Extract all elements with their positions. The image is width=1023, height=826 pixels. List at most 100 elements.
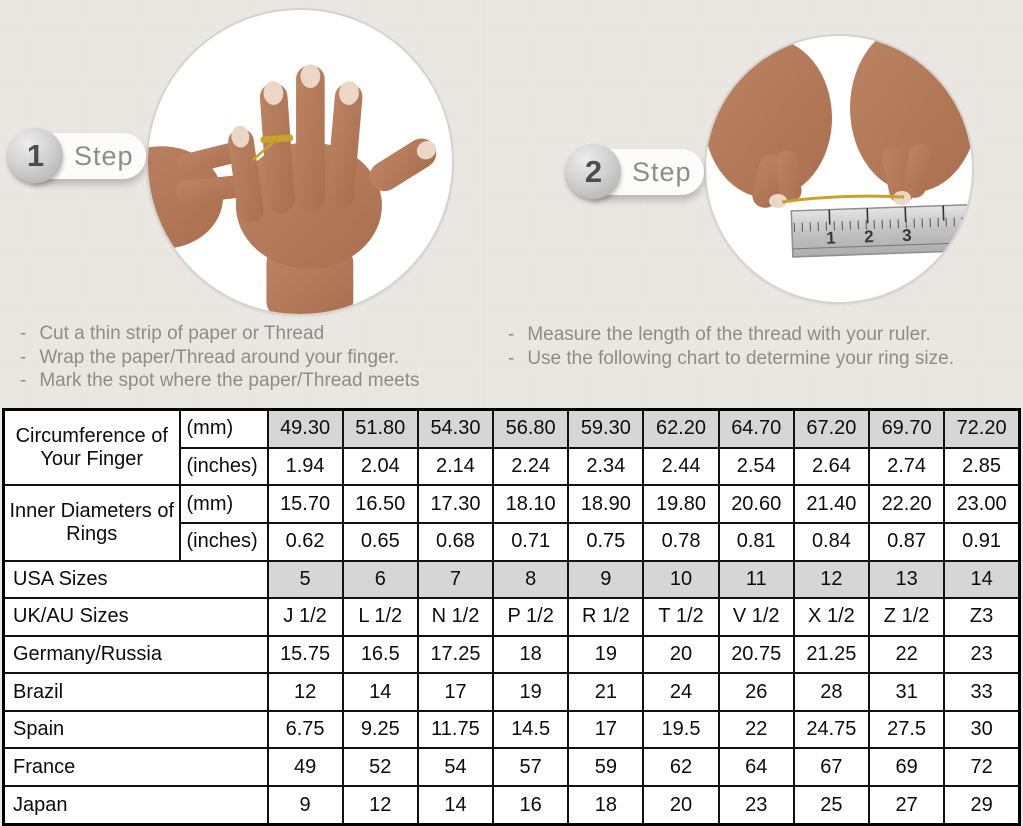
value-cell: 54 bbox=[416, 747, 495, 788]
value-cell: 12 bbox=[266, 672, 344, 712]
value-cell: 0.91 bbox=[943, 521, 1021, 562]
value-cell: 26 bbox=[717, 672, 795, 712]
table-row: Japan 9 12 14 16 18 20 23 25 27 29 bbox=[2, 785, 1021, 826]
value-cell: 2.34 bbox=[567, 446, 645, 487]
value-cell: 67.20 bbox=[792, 408, 871, 449]
value-cell: 23 bbox=[943, 634, 1021, 675]
value-cell: 51.80 bbox=[341, 408, 419, 449]
value-cell: 5 bbox=[266, 559, 344, 600]
ruler-number: 2 bbox=[864, 227, 874, 246]
value-cell: 23 bbox=[717, 785, 795, 826]
row-label-cell: USA Sizes bbox=[2, 559, 269, 600]
row-label-cell: Spain bbox=[2, 709, 269, 750]
value-cell: 12 bbox=[792, 559, 871, 600]
value-cell: 30 bbox=[943, 709, 1021, 750]
value-cell: 18 bbox=[492, 634, 570, 675]
value-cell: N 1/2 bbox=[416, 597, 495, 637]
value-cell: 19.5 bbox=[642, 709, 720, 750]
table-row: Inner Diameters of Rings (mm) 15.70 16.50 17… bbox=[2, 484, 1021, 562]
value-cell: 24.75 bbox=[792, 709, 871, 750]
row-label-cell: Brazil bbox=[2, 672, 269, 712]
value-cell: 0.81 bbox=[717, 521, 795, 562]
value-cell: 0.84 bbox=[792, 521, 871, 562]
value-cell: 10 bbox=[642, 559, 720, 600]
value-cell: 0.75 bbox=[567, 521, 645, 562]
dash-bullet: - bbox=[20, 370, 27, 391]
value-cell: 15.75 bbox=[266, 634, 344, 675]
instruction-item: - Measure the length of the thread with y… bbox=[508, 323, 1018, 347]
value-cell: 0.65 bbox=[341, 521, 419, 562]
value-cell: 2.24 bbox=[492, 446, 570, 487]
value-cell: 72.20 bbox=[943, 408, 1021, 449]
unit-cell: (inches) bbox=[178, 521, 269, 562]
value-cell: 21 bbox=[567, 672, 645, 712]
value-cell: X 1/2 bbox=[792, 597, 871, 637]
value-cell: 52 bbox=[341, 747, 419, 788]
right-hand bbox=[850, 36, 972, 205]
value-cell: 17.25 bbox=[416, 634, 495, 675]
step1-badge: Step 1 bbox=[8, 128, 146, 184]
value-cell: 19.80 bbox=[642, 484, 720, 524]
value-cell: 33 bbox=[943, 672, 1021, 712]
value-cell: Z3 bbox=[943, 597, 1021, 637]
step2-badge: Step 2 bbox=[566, 144, 704, 200]
value-cell: 11 bbox=[717, 559, 795, 600]
table-row: USA Sizes 5 6 7 8 9 10 11 12 13 14 bbox=[2, 559, 1021, 600]
table-row: UK/AU Sizes J 1/2 L 1/2 N 1/2 P 1/2 R 1/2 T 1/… bbox=[2, 597, 1021, 637]
value-cell: 14.5 bbox=[492, 709, 570, 750]
value-cell: 27 bbox=[867, 785, 946, 826]
instruction-text: Wrap the paper/Thread around your finger… bbox=[39, 346, 400, 368]
unit-cell: (mm) bbox=[178, 408, 269, 449]
value-cell: 22 bbox=[867, 634, 946, 675]
dash-bullet: - bbox=[508, 347, 515, 369]
value-cell: 69 bbox=[867, 747, 946, 788]
value-cell: L 1/2 bbox=[341, 597, 419, 637]
value-cell: 27.5 bbox=[867, 709, 946, 750]
value-cell: 17 bbox=[567, 709, 645, 750]
value-cell: 19 bbox=[492, 672, 570, 712]
dash-bullet: - bbox=[508, 324, 515, 345]
value-cell: 57 bbox=[492, 747, 570, 788]
row-label-cell: UK/AU Sizes bbox=[2, 597, 269, 637]
table-row: Brazil 12 14 17 19 21 24 26 28 31 33 bbox=[2, 672, 1021, 712]
instruction-item: - Mark the spot where the paper/Thread me… bbox=[20, 369, 482, 393]
value-cell: 0.71 bbox=[492, 521, 570, 562]
instruction-text: Cut a thin strip of paper or Thread bbox=[39, 323, 325, 344]
table-row: (inches) 1.94 2.04 2.14 2.24 2.34 2.44 2.54 2.64… bbox=[4, 446, 1021, 487]
value-cell: 6.75 bbox=[266, 709, 344, 750]
row-label-cell: Inner Diameters of Rings bbox=[2, 484, 181, 562]
value-cell: 59 bbox=[567, 747, 645, 788]
value-cell: 2.04 bbox=[341, 446, 419, 487]
value-cell: 7 bbox=[416, 559, 495, 600]
value-cell: 62.20 bbox=[642, 408, 720, 449]
ruler: 1 2 3 bbox=[790, 203, 972, 258]
value-cell: 2.85 bbox=[943, 446, 1021, 487]
left-hand bbox=[706, 38, 832, 208]
instruction-item: - Use the following chart to determine yo… bbox=[508, 347, 1018, 371]
step2-photo-circle: 1 2 3 bbox=[704, 34, 974, 304]
hand-with-thread-illustration bbox=[148, 64, 437, 314]
value-cell: 31 bbox=[867, 672, 946, 712]
value-cell: 2.64 bbox=[792, 446, 871, 487]
value-cell: 29 bbox=[943, 785, 1021, 826]
value-cell: 54.30 bbox=[416, 408, 495, 449]
value-cell: Z 1/2 bbox=[867, 597, 946, 637]
value-cell: 9 bbox=[266, 785, 344, 826]
ruler-number: 3 bbox=[902, 226, 912, 245]
table-row: Circumference of Your Finger (mm) 49.30 51.… bbox=[2, 408, 1021, 487]
value-cell: 21.40 bbox=[792, 484, 871, 524]
gold-thread bbox=[251, 134, 294, 161]
value-cell: 24 bbox=[642, 672, 720, 712]
value-cell: 69.70 bbox=[867, 408, 946, 449]
value-cell: 49.30 bbox=[266, 408, 344, 449]
value-cell: 6 bbox=[341, 559, 419, 600]
step2-number: 2 bbox=[566, 144, 621, 199]
value-cell: 16.50 bbox=[341, 484, 419, 524]
value-cell: 18.90 bbox=[567, 484, 645, 524]
unit-cell: (inches) bbox=[178, 446, 269, 487]
value-cell: 64 bbox=[717, 747, 795, 788]
value-cell: V 1/2 bbox=[717, 597, 795, 637]
value-cell: 19 bbox=[567, 634, 645, 675]
value-cell: 12 bbox=[341, 785, 419, 826]
main-hand bbox=[228, 64, 437, 314]
